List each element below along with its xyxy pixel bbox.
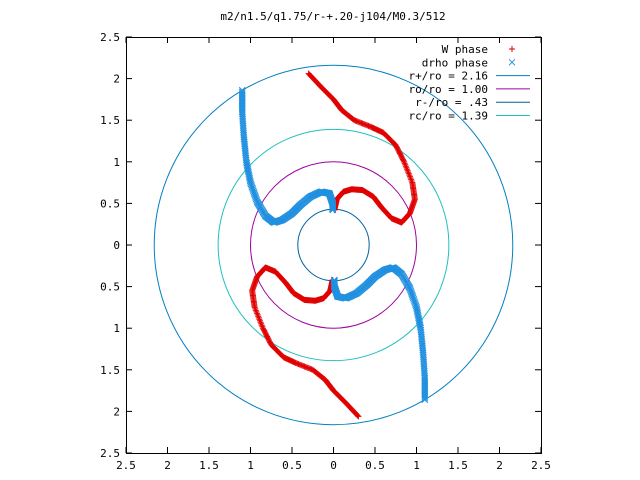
series-0-marker bbox=[254, 310, 261, 317]
x-tick-label: 2.5 bbox=[116, 459, 136, 472]
series-0-arm-1 bbox=[249, 264, 362, 420]
series-0-marker bbox=[256, 316, 263, 323]
series-0-marker bbox=[253, 308, 260, 315]
y-tick-label: 0 bbox=[113, 239, 120, 252]
series-0-marker bbox=[259, 325, 266, 332]
series-0-marker bbox=[408, 178, 415, 185]
series-1-marker bbox=[238, 105, 246, 113]
series-0-marker bbox=[402, 161, 409, 168]
series-0-marker bbox=[401, 160, 408, 167]
series-0-marker bbox=[406, 173, 413, 180]
y-tick-label: 1.5 bbox=[100, 364, 120, 377]
legend-swatch bbox=[509, 46, 515, 52]
series-0-marker bbox=[255, 313, 262, 320]
y-tick-label: 1 bbox=[113, 322, 120, 335]
series-0-marker bbox=[408, 176, 415, 183]
x-tick-label: 1 bbox=[413, 459, 420, 472]
series-0-marker bbox=[258, 320, 265, 327]
series-0-marker bbox=[256, 317, 263, 324]
chart-title: m2/n1.5/q1.75/r-+.20-j104/M0.3/512 bbox=[220, 10, 445, 23]
y-tick-label: 2.5 bbox=[100, 447, 120, 460]
data-series bbox=[238, 70, 429, 420]
series-0-marker bbox=[405, 170, 412, 177]
series-0-marker bbox=[405, 169, 412, 176]
x-tick-label: 0.5 bbox=[365, 459, 385, 472]
series-0-marker bbox=[404, 166, 411, 173]
y-tick-label: 0.5 bbox=[100, 197, 120, 210]
x-tick-label: 2.5 bbox=[531, 459, 551, 472]
series-0-marker bbox=[403, 164, 410, 171]
x-tick-label: 1.5 bbox=[448, 459, 468, 472]
x-tick-label: 0 bbox=[330, 459, 337, 472]
legend-label: drho phase bbox=[422, 56, 488, 69]
series-0-marker bbox=[254, 311, 261, 318]
series-0-marker bbox=[406, 172, 413, 179]
series-0-marker bbox=[401, 158, 408, 165]
y-tick-label: 1 bbox=[113, 156, 120, 169]
legend-label: W phase bbox=[442, 43, 488, 56]
legend-label: ro/ro = 1.00 bbox=[409, 83, 488, 96]
series-1-marker bbox=[329, 206, 337, 214]
series-1-arm-1 bbox=[330, 264, 429, 404]
y-tick-label: 0.5 bbox=[100, 281, 120, 294]
axis-ticks: 2.5 2 1.5 1 0.5 0 0.5 1 1.5 2 2.52.521.510.500.511… bbox=[100, 31, 551, 472]
circle-1 bbox=[250, 161, 417, 329]
y-tick-label: 2 bbox=[113, 405, 120, 418]
series-1-marker bbox=[330, 276, 338, 284]
legend-label: rc/ro = 1.39 bbox=[409, 110, 488, 123]
series-0-marker bbox=[407, 175, 414, 182]
circle-2 bbox=[297, 208, 370, 282]
series-0-marker bbox=[260, 326, 267, 333]
series-0-marker bbox=[252, 307, 259, 314]
series-0-marker bbox=[252, 305, 259, 312]
series-0-marker bbox=[259, 323, 266, 330]
x-tick-label: 1.5 bbox=[199, 459, 219, 472]
series-0-marker bbox=[258, 322, 265, 329]
legend-label: r+/ro = 2.16 bbox=[409, 70, 488, 83]
series-0-arm-0 bbox=[305, 70, 418, 226]
circle-0 bbox=[153, 64, 514, 426]
legend-swatch bbox=[508, 58, 516, 66]
series-0-marker bbox=[404, 167, 411, 174]
series-1-arm-0 bbox=[238, 86, 337, 226]
x-tick-label: 0.5 bbox=[282, 459, 302, 472]
y-tick-label: 2 bbox=[113, 73, 120, 86]
series-0-marker bbox=[255, 314, 262, 321]
circle-3 bbox=[217, 128, 450, 362]
x-tick-label: 1 bbox=[247, 459, 254, 472]
x-tick-label: 2 bbox=[496, 459, 503, 472]
x-tick-label: 2 bbox=[164, 459, 171, 472]
y-tick-label: 1.5 bbox=[100, 114, 120, 127]
series-0-marker bbox=[402, 163, 409, 170]
series-0-marker bbox=[257, 319, 264, 326]
series-1-marker bbox=[421, 377, 429, 385]
legend-label: r-/ro = .43 bbox=[415, 96, 488, 109]
y-tick-label: 2.5 bbox=[100, 31, 120, 44]
series-0-marker bbox=[400, 157, 407, 164]
